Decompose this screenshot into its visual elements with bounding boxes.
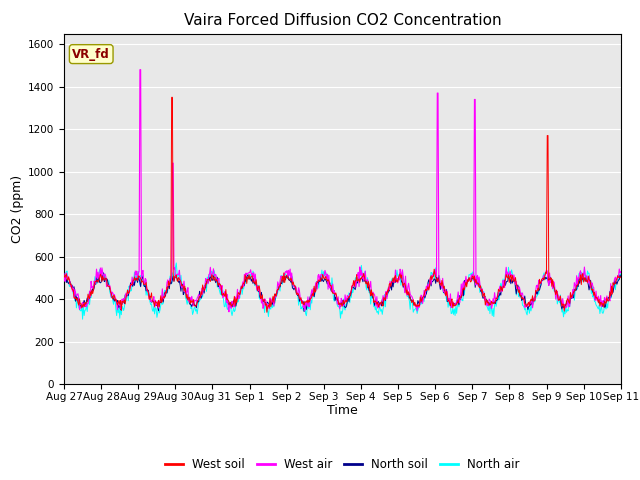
Text: VR_fd: VR_fd <box>72 48 110 60</box>
X-axis label: Time: Time <box>327 405 358 418</box>
Y-axis label: CO2 (ppm): CO2 (ppm) <box>11 175 24 243</box>
Title: Vaira Forced Diffusion CO2 Concentration: Vaira Forced Diffusion CO2 Concentration <box>184 13 501 28</box>
Legend: West soil, West air, North soil, North air: West soil, West air, North soil, North a… <box>161 454 524 476</box>
